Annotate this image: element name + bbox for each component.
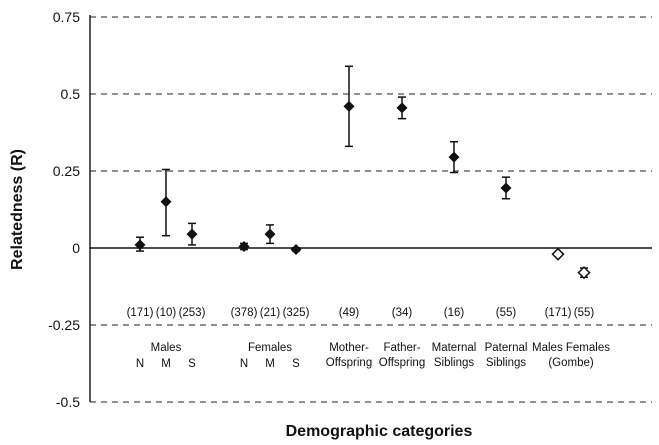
group-label: Offspring (379, 357, 425, 369)
point-label: N (136, 358, 144, 370)
data-point-open (551, 247, 565, 261)
point-label: M (161, 358, 171, 370)
sample-size-label: (16) (444, 307, 465, 319)
group-label: Females (248, 342, 292, 354)
group-label: Males (151, 342, 182, 354)
point-label: S (188, 358, 196, 370)
group-label: Mother- (329, 342, 369, 354)
data-point (186, 228, 198, 240)
y-tick-label: -0.5 (56, 394, 80, 410)
y-tick-label: 0.5 (61, 86, 81, 102)
sample-size-label: (55) (574, 307, 595, 319)
point-label: S (292, 358, 300, 370)
y-tick-label: 0.75 (53, 9, 80, 25)
sample-size-label: (171) (127, 307, 154, 319)
data-point (500, 182, 512, 194)
group-label: Males Females (532, 342, 610, 354)
group-label: Siblings (434, 357, 475, 369)
data-point (448, 151, 460, 163)
sample-size-label: (21) (260, 307, 281, 319)
sample-size-label: (253) (179, 307, 206, 319)
group-label: Offspring (326, 357, 372, 369)
y-tick-label: 0.25 (53, 163, 80, 179)
group-label: Father- (383, 342, 420, 354)
group-label: (Gombe) (548, 357, 594, 369)
x-axis-title: Demographic categories (286, 423, 473, 440)
data-point (343, 100, 355, 112)
group-label: Siblings (486, 357, 527, 369)
y-tick-label: -0.25 (48, 317, 80, 333)
sample-size-label: (325) (283, 307, 310, 319)
point-label: N (240, 358, 248, 370)
data-point (134, 239, 146, 251)
sample-size-label: (49) (339, 307, 360, 319)
sample-size-label: (34) (392, 307, 413, 319)
point-label: M (265, 358, 275, 370)
sample-size-label: (55) (496, 307, 517, 319)
group-label: Paternal (485, 342, 528, 354)
y-axis-title: Relatedness (R) (9, 149, 26, 270)
data-point (396, 102, 408, 114)
data-point (160, 196, 172, 208)
y-tick-label: 0 (72, 240, 80, 256)
sample-size-label: (171) (545, 307, 572, 319)
group-label: Maternal (432, 342, 477, 354)
sample-size-label: (378) (231, 307, 258, 319)
data-point (290, 244, 302, 256)
data-point (264, 228, 276, 240)
sample-size-label: (10) (156, 307, 177, 319)
data-point-open (577, 266, 591, 280)
data-point (238, 240, 250, 252)
